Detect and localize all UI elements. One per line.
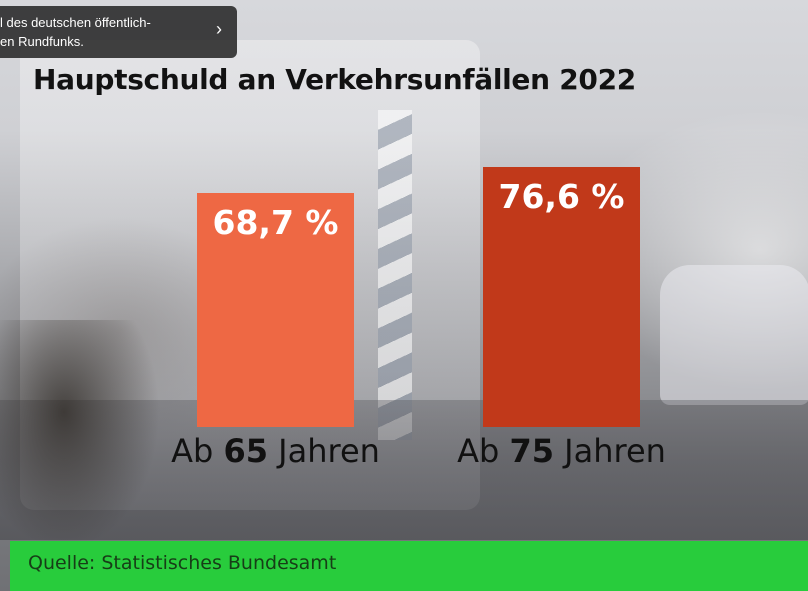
chart-title: Hauptschuld an Verkehrsunfällen 2022	[33, 63, 636, 96]
source-text: Quelle: Statistisches Bundesamt	[28, 552, 337, 574]
category-label-2: Ab 75 Jahren	[457, 432, 666, 470]
tooltip-line-2: en Rundfunks.	[0, 34, 84, 49]
info-tooltip[interactable]: l des deutschen öffentlich- en Rundfunks…	[0, 6, 237, 58]
bar-1	[197, 193, 354, 427]
bar-value-label-1: 68,7 %	[212, 203, 339, 243]
category-label-1: Ab 65 Jahren	[171, 432, 380, 470]
source-bar	[10, 541, 808, 591]
chevron-right-icon[interactable]: ›	[216, 19, 222, 39]
dark-vehicle-background	[0, 320, 160, 550]
car-background	[660, 265, 808, 405]
bar-value-label-2: 76,6 %	[498, 176, 625, 216]
bar-2	[483, 166, 640, 427]
warning-stripes	[378, 110, 412, 440]
tooltip-line-1: l des deutschen öffentlich-	[0, 15, 151, 30]
